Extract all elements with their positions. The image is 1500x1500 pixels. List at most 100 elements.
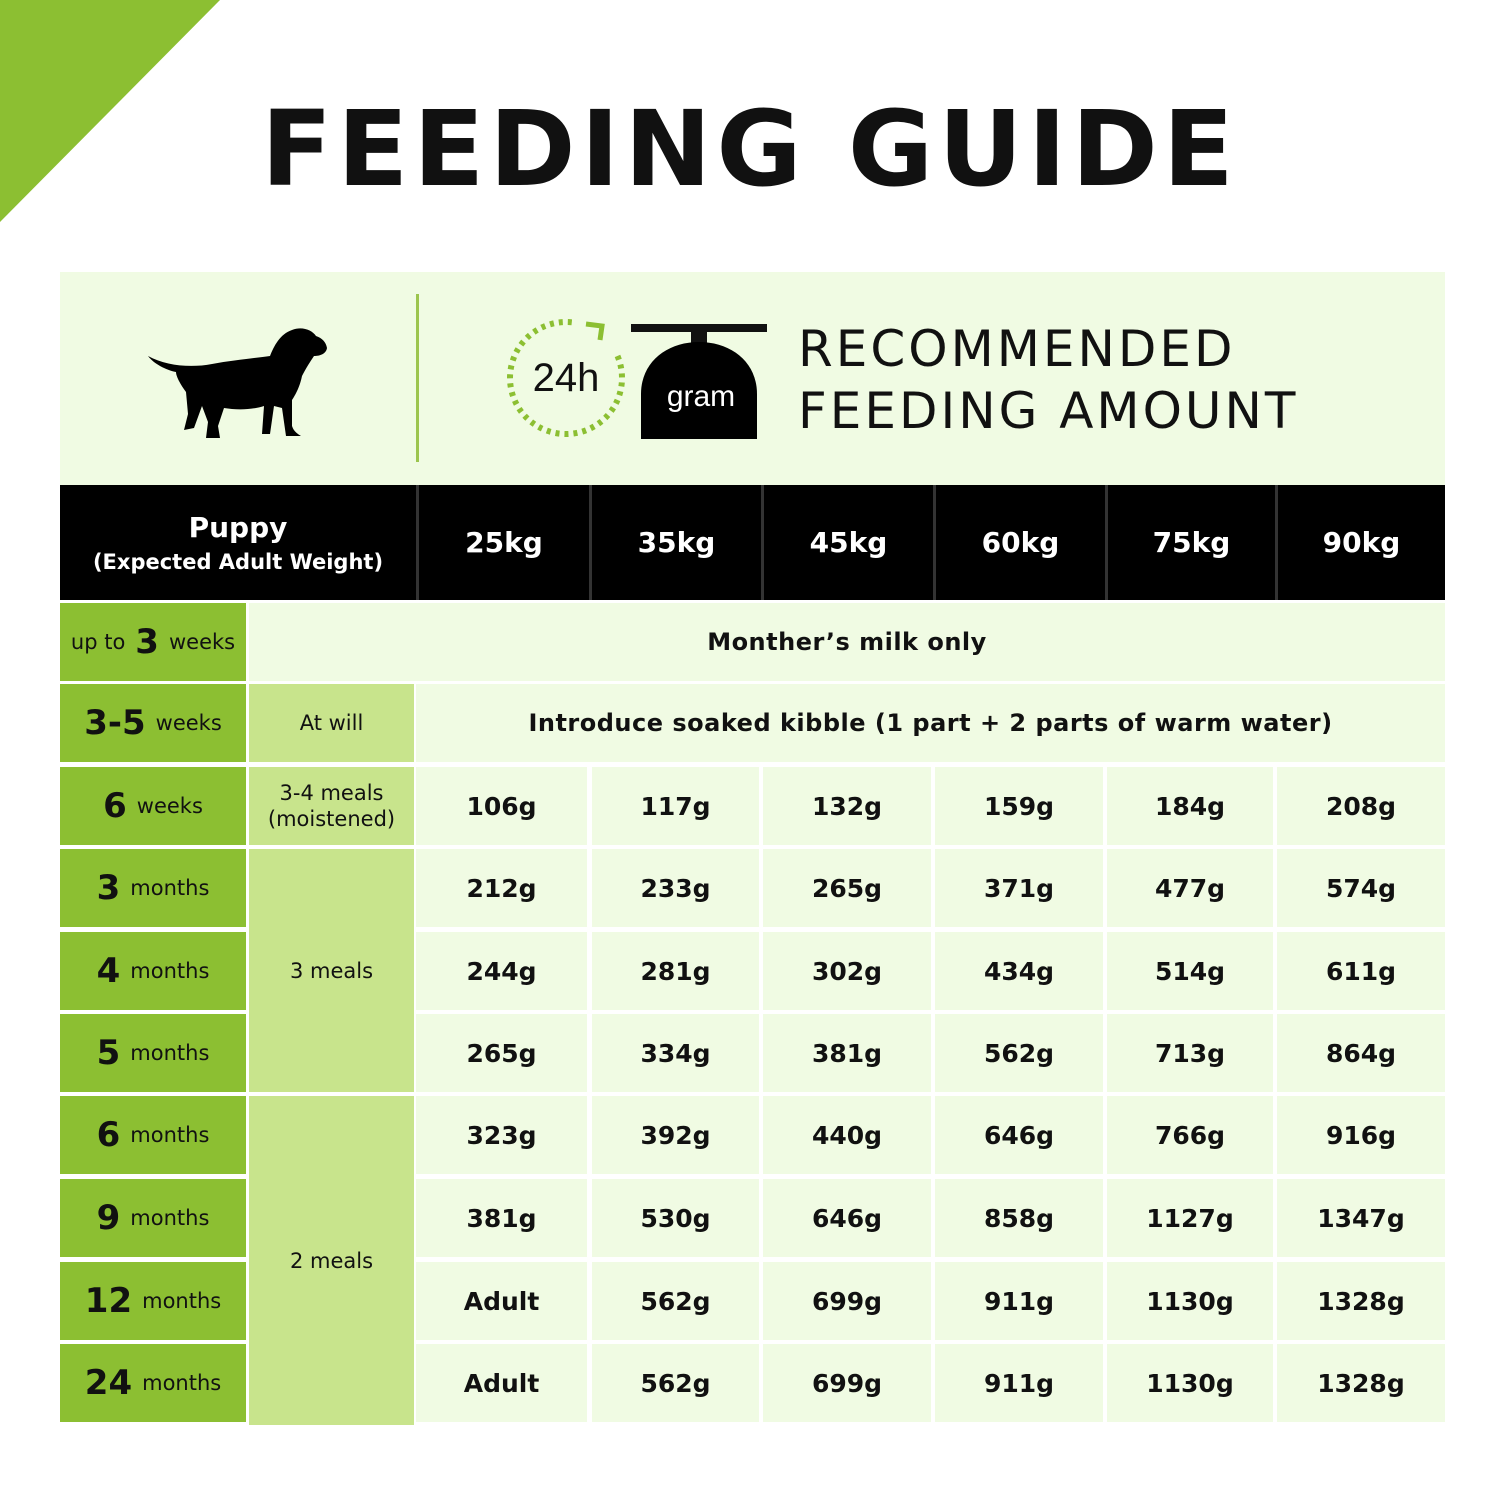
scale-label: gram <box>667 380 735 413</box>
age-unit: weeks <box>136 794 203 818</box>
value-cell: 208g <box>1277 767 1445 845</box>
age-cell: 3-5 weeks <box>60 684 246 762</box>
header-weight: 60kg <box>933 485 1105 600</box>
header-puppy-label: Puppy <box>188 511 288 544</box>
age-cell: 4 months <box>60 932 246 1010</box>
age-cell: 24 months <box>60 1344 246 1422</box>
value-cell: 699g <box>763 1262 931 1340</box>
header-weight: 45kg <box>761 485 933 600</box>
value-cell: 477g <box>1107 849 1273 927</box>
value-cell: 392g <box>592 1096 759 1174</box>
value-cell: 530g <box>592 1179 759 1257</box>
age-cell: 9 months <box>60 1179 246 1257</box>
age-unit: months <box>130 959 210 983</box>
age-prefix: up to <box>70 630 126 654</box>
age-cell: 12 months <box>60 1262 246 1340</box>
age-unit: months <box>130 1123 210 1147</box>
value-cell: 371g <box>935 849 1103 927</box>
value-cell: 244g <box>416 932 587 1010</box>
heading-line2: FEEDING AMOUNT <box>798 382 1299 440</box>
value-cell: 159g <box>935 767 1103 845</box>
age-number: 5 <box>96 1033 121 1073</box>
value-cell: 574g <box>1277 849 1445 927</box>
value-cell: 106g <box>416 767 587 845</box>
header-panel: 24h gram RECOMMENDED FEEDING AMOUNT <box>60 272 1445 485</box>
value-cell: 514g <box>1107 932 1273 1010</box>
age-number: 4 <box>96 951 121 991</box>
age-unit: months <box>142 1371 222 1395</box>
table-header: Puppy (Expected Adult Weight) 25kg 35kg … <box>60 485 1445 600</box>
age-number: 6 <box>96 1115 121 1155</box>
age-unit: weeks <box>168 630 236 654</box>
heading-line1: RECOMMENDED <box>798 320 1236 378</box>
value-cell: 117g <box>592 767 759 845</box>
value-cell: 864g <box>1277 1014 1445 1092</box>
value-cell: 381g <box>416 1179 587 1257</box>
value-cell: 281g <box>592 932 759 1010</box>
header-expected-weight: (Expected Adult Weight) <box>92 550 384 574</box>
age-unit: weeks <box>155 711 222 735</box>
value-cell: 323g <box>416 1096 587 1174</box>
meal-cell-at-will: At will <box>249 684 414 762</box>
meal-cell-3-4: 3-4 meals (moistened) <box>249 767 414 845</box>
value-cell: 302g <box>763 932 931 1010</box>
milk-only-cell: Monther’s milk only <box>249 603 1445 681</box>
header-weight: 25kg <box>416 485 589 600</box>
age-cell: 5 months <box>60 1014 246 1092</box>
value-cell: 132g <box>763 767 931 845</box>
soaked-kibble-cell: Introduce soaked kibble (1 part + 2 part… <box>416 684 1445 762</box>
corner-accent <box>0 0 220 222</box>
value-cell: 646g <box>935 1096 1103 1174</box>
age-number: 24 <box>84 1363 133 1403</box>
age-number: 9 <box>96 1198 121 1238</box>
page-title: FEEDING GUIDE <box>261 88 1239 210</box>
age-number: 6 <box>103 786 127 826</box>
age-cell: up to 3 weeks <box>60 603 246 681</box>
value-cell: 646g <box>763 1179 931 1257</box>
value-cell: 265g <box>416 1014 587 1092</box>
value-cell: 1328g <box>1277 1262 1445 1340</box>
age-cell: 6 months <box>60 1096 246 1174</box>
meal-line: 3-4 meals <box>279 781 384 805</box>
age-number: 3 <box>135 622 159 662</box>
value-cell: 381g <box>763 1014 931 1092</box>
header-weight: 75kg <box>1105 485 1275 600</box>
age-unit: months <box>130 876 210 900</box>
value-cell: 766g <box>1107 1096 1273 1174</box>
value-cell: 562g <box>592 1262 759 1340</box>
header-weight: 35kg <box>589 485 761 600</box>
value-cell: Adult <box>416 1262 587 1340</box>
value-cell: 699g <box>763 1344 931 1422</box>
header-weight: 90kg <box>1275 485 1445 600</box>
value-cell: 440g <box>763 1096 931 1174</box>
gram-scale-icon: gram <box>631 324 767 439</box>
meal-cell-3: 3 meals <box>249 849 414 1092</box>
value-cell: 1347g <box>1277 1179 1445 1257</box>
value-cell: 916g <box>1277 1096 1445 1174</box>
age-cell: 6 weeks <box>60 767 246 845</box>
value-cell: 1130g <box>1107 1344 1273 1422</box>
clock-label: 24h <box>533 356 600 400</box>
value-cell: 562g <box>935 1014 1103 1092</box>
age-unit: months <box>130 1041 210 1065</box>
age-number: 3-5 <box>84 703 146 743</box>
value-cell: 1130g <box>1107 1262 1273 1340</box>
meal-cell-2: 2 meals <box>249 1096 414 1425</box>
value-cell: 713g <box>1107 1014 1273 1092</box>
value-cell: 334g <box>592 1014 759 1092</box>
header-divider <box>416 294 419 462</box>
value-cell: 233g <box>592 849 759 927</box>
value-cell: 911g <box>935 1262 1103 1340</box>
value-cell: 858g <box>935 1179 1103 1257</box>
value-cell: 265g <box>763 849 931 927</box>
age-cell: 3 months <box>60 849 246 927</box>
value-cell: 434g <box>935 932 1103 1010</box>
value-cell: 911g <box>935 1344 1103 1422</box>
clock-24h-icon: 24h <box>507 314 630 438</box>
header-puppy: Puppy (Expected Adult Weight) <box>60 485 416 600</box>
value-cell: 184g <box>1107 767 1273 845</box>
meal-line: (moistened) <box>267 807 396 831</box>
age-unit: months <box>142 1289 222 1313</box>
age-number: 12 <box>84 1281 133 1321</box>
value-cell: 212g <box>416 849 587 927</box>
